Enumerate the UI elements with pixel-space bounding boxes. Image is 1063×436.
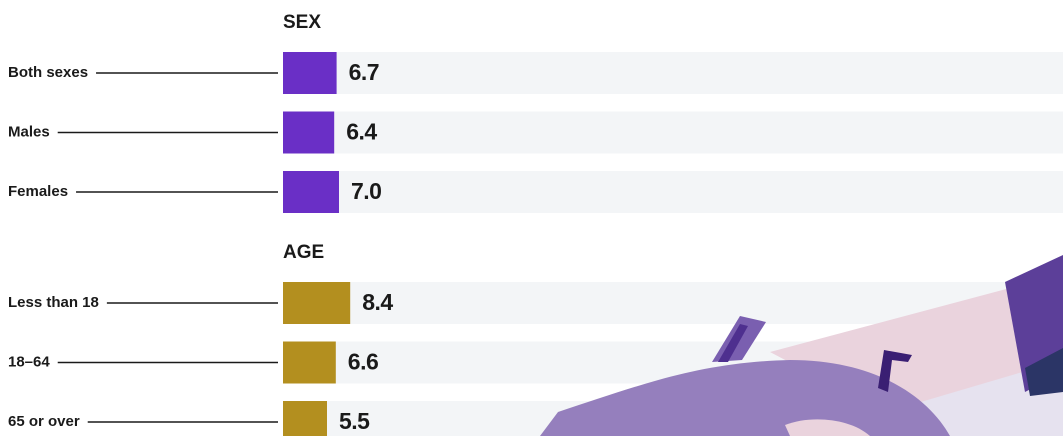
row-background xyxy=(283,52,1063,94)
hand xyxy=(785,419,870,436)
piggy-ear-inner xyxy=(718,324,748,362)
value-label: 6.7 xyxy=(349,59,379,85)
illustration xyxy=(540,255,1063,436)
value-label: 5.5 xyxy=(339,408,370,434)
sleeve-dark xyxy=(1025,348,1063,396)
value-label: 6.4 xyxy=(346,119,377,145)
bar xyxy=(283,171,339,213)
value-label: 8.4 xyxy=(362,289,393,315)
category-label: Both sexes xyxy=(8,64,88,81)
row-background xyxy=(283,111,1063,154)
piggy-body xyxy=(540,360,950,436)
bar xyxy=(283,282,351,324)
piggy-ear-back xyxy=(878,350,912,392)
value-label: 7.0 xyxy=(351,178,381,204)
bar xyxy=(283,111,335,154)
group-header: AGE xyxy=(283,242,324,263)
category-label: Males xyxy=(8,123,50,140)
category-label: Females xyxy=(8,183,68,200)
bar xyxy=(283,52,337,94)
category-label: 18–64 xyxy=(8,353,50,370)
bar xyxy=(283,341,336,384)
category-label: Less than 18 xyxy=(8,294,99,311)
value-label: 6.6 xyxy=(348,349,378,375)
row-background xyxy=(283,171,1063,213)
bar xyxy=(283,401,327,436)
group-header: SEX xyxy=(283,12,321,33)
category-label: 65 or over xyxy=(8,413,80,430)
